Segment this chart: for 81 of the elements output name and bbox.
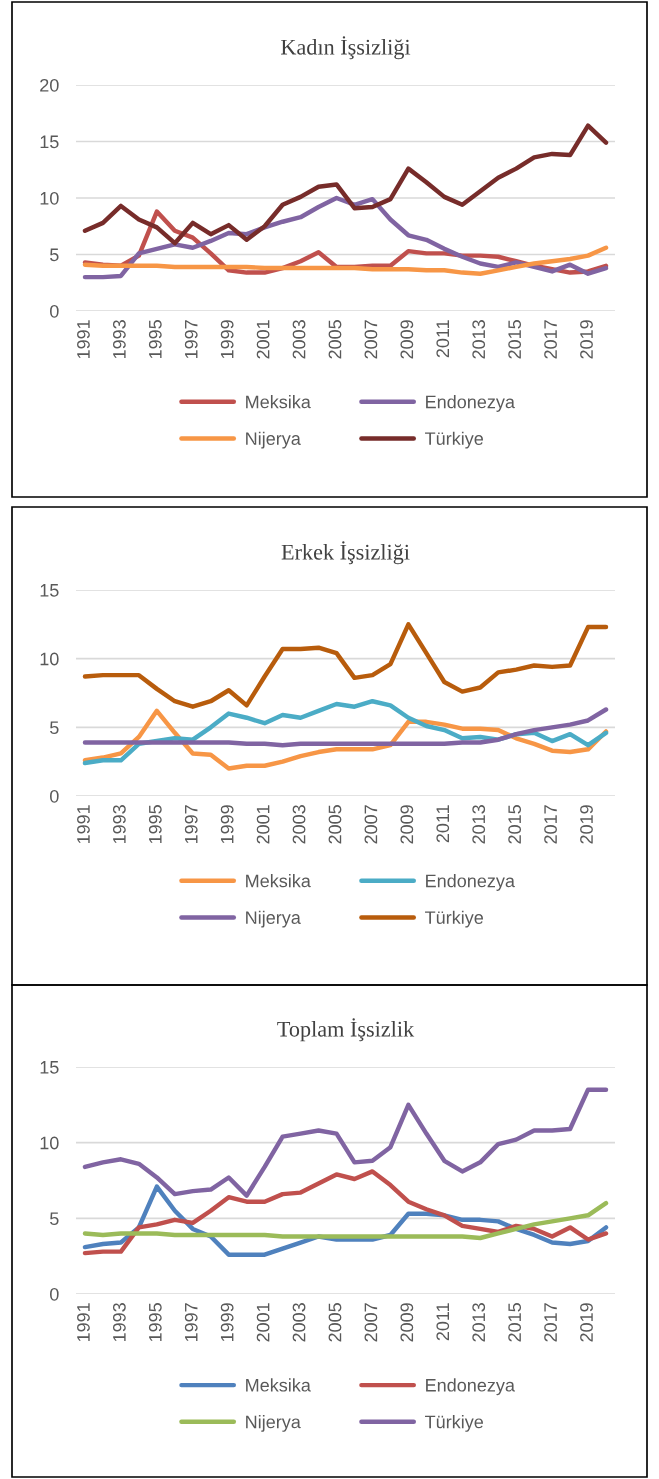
legend-label: Türkiye bbox=[425, 910, 484, 928]
x-tick-label: 1999 bbox=[220, 1303, 234, 1342]
legend-label: Meksika bbox=[246, 1378, 311, 1392]
x-tick-label: 2019 bbox=[580, 1303, 593, 1342]
x-tick-label: 1997 bbox=[184, 320, 198, 359]
legend-label: Endonezya bbox=[426, 1378, 515, 1396]
x-tick-label: 2003 bbox=[292, 1303, 306, 1342]
chart-title: Toplam İşsizlik bbox=[277, 1018, 415, 1042]
x-tick-label: 2001 bbox=[256, 1303, 270, 1342]
y-tick-label: 20 bbox=[40, 78, 59, 92]
x-tick-label: 2011 bbox=[436, 1303, 450, 1341]
y-tick-label: 15 bbox=[40, 1061, 59, 1074]
x-tick-label: 2001 bbox=[256, 320, 270, 359]
y-tick-label: 0 bbox=[50, 304, 59, 318]
x-tick-label: 2009 bbox=[400, 320, 414, 359]
line-series bbox=[82, 1200, 609, 1241]
y-tick-label: 5 bbox=[50, 721, 59, 735]
line-series bbox=[82, 195, 609, 280]
y-tick-label: 15 bbox=[40, 584, 59, 597]
chart-title: Erkek İşsizliği bbox=[281, 541, 410, 565]
x-tick-label: 2015 bbox=[508, 1303, 522, 1342]
y-tick-label: 10 bbox=[40, 1136, 59, 1150]
line-series bbox=[82, 622, 609, 709]
line-series bbox=[82, 1087, 609, 1198]
x-tick-label: 2017 bbox=[544, 320, 557, 359]
x-tick-label: 1993 bbox=[112, 1303, 126, 1342]
x-tick-label: 2017 bbox=[544, 805, 557, 844]
x-tick-label: 2007 bbox=[364, 1303, 378, 1342]
x-tick-label: 2011 bbox=[436, 320, 450, 358]
y-tick-label: 10 bbox=[40, 191, 59, 205]
legend-label: Türkiye bbox=[425, 431, 484, 449]
x-tick-label: 2009 bbox=[400, 1303, 414, 1342]
legend-label: Nijerya bbox=[246, 1415, 301, 1432]
y-tick-label: 0 bbox=[50, 1287, 59, 1301]
x-tick-label: 2013 bbox=[472, 1303, 486, 1342]
x-tick-label: 2007 bbox=[364, 320, 378, 359]
y-tick-label: 10 bbox=[40, 652, 59, 666]
y-tick-label: 0 bbox=[50, 789, 59, 803]
line-series bbox=[82, 245, 609, 276]
chart-title: Kadın İşsizliği bbox=[281, 36, 411, 60]
x-tick-label: 2001 bbox=[256, 805, 270, 844]
legend-label: Endonezya bbox=[426, 874, 515, 891]
line-series bbox=[82, 707, 609, 748]
legend-label: Endonezya bbox=[426, 395, 515, 412]
x-tick-label: 2019 bbox=[580, 320, 593, 359]
x-tick-label: 2015 bbox=[508, 805, 522, 844]
x-tick-label: 1995 bbox=[148, 805, 162, 844]
x-tick-label: 1999 bbox=[220, 805, 234, 844]
x-tick-label: 2019 bbox=[580, 805, 593, 844]
x-tick-label: 2005 bbox=[328, 320, 342, 359]
x-tick-label: 1995 bbox=[148, 1303, 162, 1342]
x-tick-label: 2017 bbox=[544, 1303, 557, 1342]
x-tick-label: 2007 bbox=[364, 805, 378, 844]
x-tick-label: 1991 bbox=[77, 320, 90, 359]
x-tick-label: 2005 bbox=[328, 1303, 342, 1342]
x-tick-label: 2009 bbox=[400, 805, 414, 844]
y-tick-label: 5 bbox=[50, 1212, 59, 1226]
x-tick-label: 1993 bbox=[112, 805, 126, 844]
legend-label: Türkiye bbox=[425, 1415, 484, 1432]
x-tick-label: 1991 bbox=[77, 805, 90, 844]
x-tick-label: 2011 bbox=[436, 805, 450, 843]
line-series bbox=[82, 1169, 609, 1256]
line-series bbox=[82, 123, 609, 246]
x-tick-label: 2013 bbox=[472, 805, 486, 844]
legend-label: Meksika bbox=[246, 395, 311, 409]
legend-label: Nijerya bbox=[246, 910, 301, 928]
x-tick-label: 2003 bbox=[292, 805, 306, 844]
x-tick-label: 1991 bbox=[77, 1303, 90, 1342]
legend-label: Nijerya bbox=[246, 431, 301, 449]
x-tick-label: 2005 bbox=[328, 805, 342, 844]
x-tick-label: 2015 bbox=[508, 320, 522, 359]
x-tick-label: 2013 bbox=[472, 320, 486, 359]
x-tick-label: 1997 bbox=[184, 1303, 198, 1342]
x-tick-label: 2003 bbox=[292, 320, 306, 359]
legend-label: Meksika bbox=[246, 874, 311, 888]
x-tick-label: 1993 bbox=[112, 320, 126, 359]
y-tick-label: 5 bbox=[50, 248, 59, 262]
x-tick-label: 1997 bbox=[184, 805, 198, 844]
y-tick-label: 15 bbox=[40, 135, 59, 149]
x-tick-label: 1999 bbox=[220, 320, 234, 359]
x-tick-label: 1995 bbox=[148, 320, 162, 359]
